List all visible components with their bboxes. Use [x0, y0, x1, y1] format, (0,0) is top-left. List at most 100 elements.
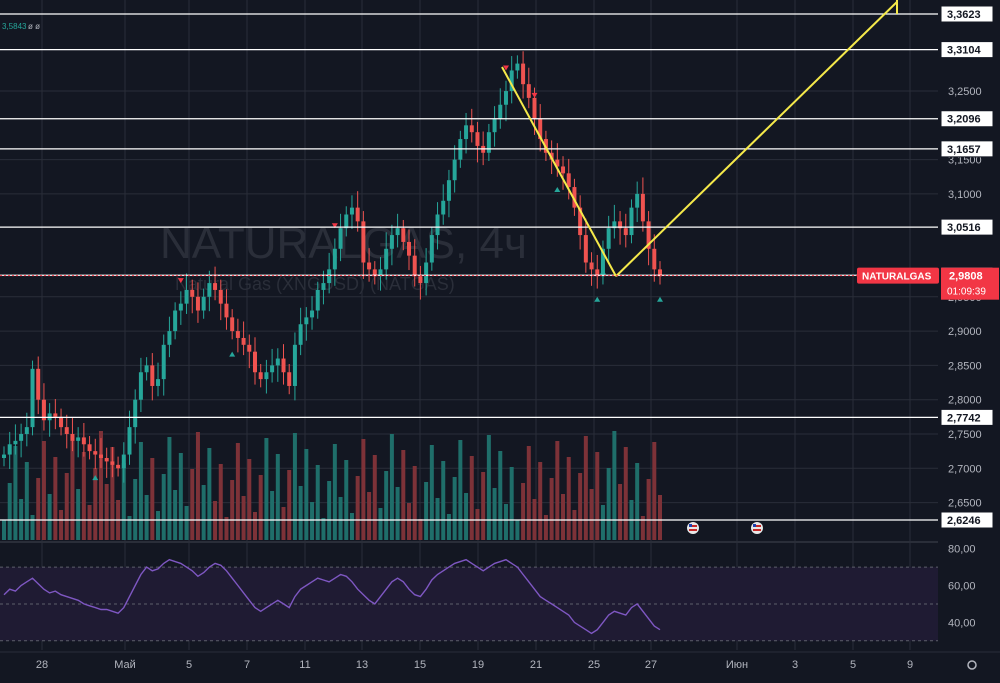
volume-bar: [98, 431, 103, 540]
time-tick-label: Июн: [726, 659, 748, 671]
candle-body: [195, 296, 200, 311]
volume-bar: [652, 442, 657, 540]
candle-body: [76, 437, 81, 441]
candle-body: [2, 454, 6, 458]
volume-bar: [401, 450, 406, 540]
volume-bar: [658, 495, 662, 540]
volume-bar: [178, 453, 183, 540]
signal-arrow-up: [657, 296, 663, 302]
event-flags[interactable]: [687, 522, 763, 534]
volume-bar: [258, 475, 263, 540]
current-price-value: 2,9808: [949, 271, 983, 283]
time-tick-label: 19: [472, 659, 484, 671]
rsi-line: [3, 558, 661, 635]
candle-body: [247, 344, 252, 352]
candle-body: [93, 451, 98, 455]
us-flag-icon[interactable]: [687, 522, 699, 534]
flag-canton: [689, 524, 692, 527]
volume-bar: [150, 458, 155, 540]
signal-arrows: [92, 65, 663, 481]
volume-bar: [543, 515, 548, 540]
volume-bar: [104, 484, 109, 540]
candle-body: [646, 221, 651, 249]
volume-bar: [93, 468, 98, 540]
us-flag-icon[interactable]: [751, 522, 763, 534]
candle-body: [526, 84, 531, 98]
candle-body: [275, 358, 280, 366]
volume-bar: [464, 493, 469, 540]
flag-stripe: [689, 529, 697, 531]
candle-body: [53, 413, 58, 417]
price-tick-label: 2,8000: [948, 395, 982, 407]
volume-bar: [640, 516, 645, 540]
volume-bar: [407, 503, 412, 540]
volume-bar: [173, 490, 178, 540]
trend-lines[interactable]: [501, 0, 898, 277]
candle-body: [138, 372, 143, 400]
volume-bar: [526, 446, 531, 540]
candle-body: [224, 303, 229, 318]
time-tick-label: 28: [36, 659, 48, 671]
volume-bar: [595, 452, 600, 540]
volume-bar: [47, 494, 52, 540]
time-tick-label: 5: [186, 659, 192, 671]
flag-circle: [751, 522, 763, 534]
candle-body: [184, 289, 189, 304]
candle-body: [635, 193, 640, 208]
time-axis[interactable]: 28 Май 5 7 11 13 15 19 21 25 27 Июн 3 5 9: [0, 651, 1000, 671]
candle-body: [133, 399, 138, 428]
candle-body: [321, 283, 326, 290]
volume-bar: [195, 432, 200, 540]
candle-body: [538, 118, 543, 140]
volume-bar: [509, 467, 514, 540]
candle-body: [264, 372, 269, 380]
candle-body: [435, 214, 440, 236]
price-axis[interactable]: 3,25003,15003,10002,95002,90002,85002,80…: [0, 0, 1000, 650]
candle-body: [150, 365, 155, 386]
candle-body: [190, 289, 195, 297]
volume-bar: [13, 446, 18, 540]
volume-bar: [555, 441, 560, 540]
candle-body: [532, 97, 537, 119]
volume-bar: [121, 463, 126, 540]
candle-body: [589, 262, 594, 270]
trend-line-down[interactable]: [501, 66, 617, 277]
candle-body: [230, 317, 235, 332]
horizontal-levels[interactable]: [0, 13, 938, 521]
volume-bar: [230, 480, 235, 540]
candle-body: [64, 427, 69, 434]
rsi-pane[interactable]: [0, 541, 1000, 642]
time-tick-label: 15: [414, 659, 426, 671]
volume-bar: [458, 440, 463, 540]
candle-body: [469, 125, 474, 133]
candle-body: [407, 241, 412, 256]
trend-line-up[interactable]: [615, 1, 898, 277]
price-axis-bg[interactable]: [938, 0, 1000, 650]
volume-bar: [424, 482, 429, 540]
candle-body: [287, 372, 292, 386]
candle-body: [110, 461, 115, 465]
volume-bar: [64, 473, 69, 540]
volume-bar: [24, 462, 29, 540]
volume-bar: [486, 435, 491, 540]
candle-body: [281, 358, 286, 373]
volume-bar: [578, 473, 583, 540]
settings-gear-icon[interactable]: [967, 660, 977, 670]
candle-body: [19, 433, 24, 441]
candle-body: [116, 464, 121, 469]
flag-canton: [753, 524, 756, 527]
candle-body: [389, 235, 394, 249]
volume-bar: [127, 516, 132, 540]
candle-body: [59, 416, 64, 428]
volume-bar: [275, 454, 280, 540]
volume-bar: [418, 519, 423, 540]
volume-bar: [646, 479, 651, 540]
volume-bar: [492, 488, 497, 540]
signal-arrow-down: [531, 92, 538, 98]
volume-bar: [190, 469, 195, 540]
candle-body: [446, 180, 451, 201]
candle-body: [24, 427, 29, 434]
volume-bar: [167, 437, 172, 540]
